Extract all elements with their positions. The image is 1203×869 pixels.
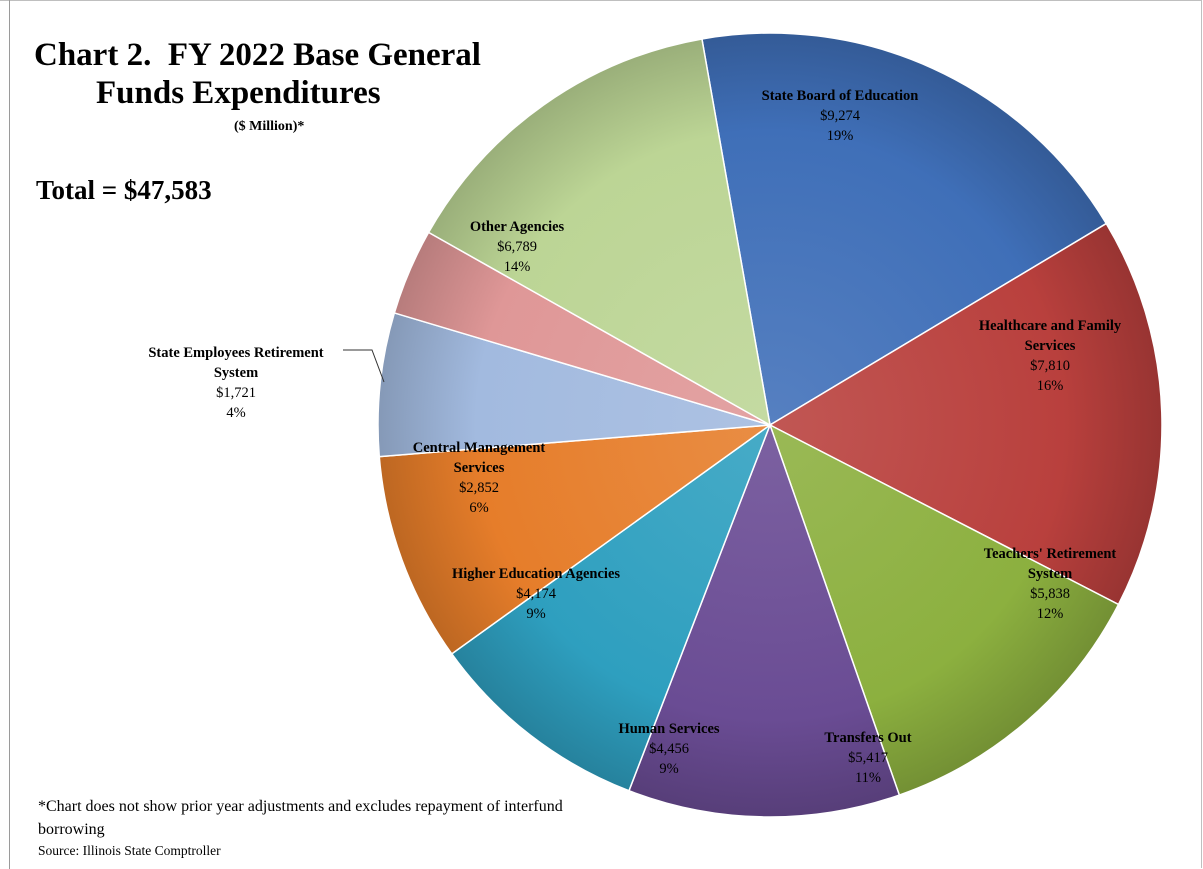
pie-labels: State Board of Education $9,274 19% Healthc… — [148, 88, 1122, 786]
total-label: Total = $47,583 — [36, 175, 212, 205]
pie-slice-5 — [378, 424, 773, 655]
slice-label-name: Higher Education Agencies — [452, 566, 620, 582]
slice-label-name: System — [1028, 566, 1072, 582]
slice-label-percent: 4% — [226, 405, 245, 421]
slice-label-value: $4,174 — [516, 586, 557, 602]
slice-label-name: Services — [1025, 338, 1076, 354]
slice-label-name: Healthcare and Family — [979, 318, 1122, 334]
slice-label-percent: 12% — [1037, 606, 1064, 622]
slice-label-name: State Board of Education — [762, 88, 919, 104]
slice-label-7: State Employees Retirement System $1,721 4% — [148, 345, 323, 421]
slice-label-3: Transfers Out $5,417 11% — [824, 730, 911, 786]
slice-label-name: System — [214, 365, 258, 381]
slice-label-6: Central Management Services $2,852 6% — [413, 440, 546, 516]
leader-line — [343, 349, 385, 383]
slice-label-name: Central Management — [413, 440, 546, 456]
chart-title: Chart 2. FY 2022 Base General Funds Expe… — [34, 36, 504, 134]
chart-subtitle: ($ Million)* — [234, 119, 305, 134]
slice-label-name: Transfers Out — [824, 730, 911, 746]
slice-label-percent: 19% — [827, 128, 854, 144]
chart-title-line1: Chart 2. FY 2022 Base General — [34, 37, 481, 73]
pie-slice-6 — [377, 311, 771, 458]
slice-label-percent: 16% — [1037, 378, 1064, 394]
slice-label-percent: 6% — [469, 500, 488, 516]
slice-label-0: State Board of Education $9,274 19% — [762, 88, 919, 144]
footnote: *Chart does not show prior year adjustme… — [38, 798, 563, 838]
slice-label-name: Services — [454, 460, 505, 476]
slice-label-8: Other Agencies $6,789 14% — [470, 219, 565, 275]
slice-label-name: Human Services — [618, 721, 719, 737]
slice-label-name: Teachers' Retirement — [984, 546, 1117, 562]
slice-label-value: $6,789 — [497, 239, 537, 255]
slice-label-value: $5,417 — [848, 750, 888, 766]
slice-label-value: $7,810 — [1030, 358, 1070, 374]
pie-slice-1 — [768, 222, 1163, 606]
chart-frame-left-edge — [9, 0, 10, 869]
slice-label-name: State Employees Retirement — [148, 345, 323, 361]
slice-label-value: $1,721 — [216, 385, 256, 401]
slice-label-percent: 14% — [504, 259, 531, 275]
slice-label-5: Higher Education Agencies $4,174 9% — [452, 566, 620, 622]
pie-slice-2 — [768, 423, 1120, 797]
slice-label-value: $4,456 — [649, 741, 689, 757]
slice-label-value: $5,838 — [1030, 586, 1070, 602]
slice-label-1: Healthcare and Family Services $7,810 16% — [979, 318, 1122, 394]
pie-slice-4 — [450, 422, 772, 792]
slice-label-percent: 9% — [659, 761, 678, 777]
pie-slices — [377, 32, 1163, 818]
slice-label-value: $9,274 — [820, 108, 861, 124]
pie-slice-0 — [701, 32, 1108, 427]
source-note: Source: Illinois State Comptroller — [38, 843, 221, 858]
slice-label-2: Teachers' Retirement System $5,838 12% — [984, 546, 1117, 622]
slice-label-percent: 9% — [526, 606, 545, 622]
pie-slice-3 — [627, 422, 901, 818]
slice-label-percent: 11% — [855, 770, 881, 786]
pie-slice-8 — [427, 38, 772, 427]
slice-label-name: Other Agencies — [470, 219, 565, 235]
chart-title-line2: Funds Expenditures — [96, 75, 381, 111]
slice-label-4: Human Services $4,456 9% — [618, 721, 719, 777]
slice-label-value: $2,852 — [459, 480, 499, 496]
